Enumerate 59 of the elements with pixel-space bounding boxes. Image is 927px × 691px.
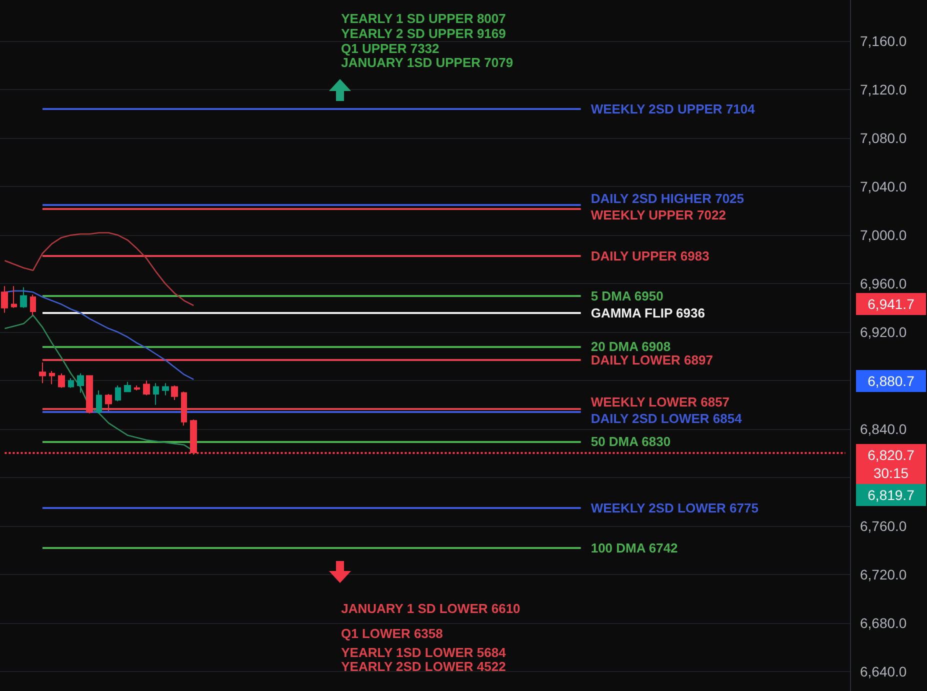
y-tick-label: 6,960.0 — [860, 276, 907, 292]
candlestick — [105, 393, 112, 412]
ref-line-label: WEEKLY 2SD UPPER 7104 — [590, 102, 756, 117]
annotation: Q1 UPPER 7332 — [340, 41, 440, 56]
candlestick — [96, 390, 102, 414]
text: 6,880.7 — [868, 373, 915, 389]
candlestick — [49, 370, 55, 385]
candlestick — [68, 378, 74, 388]
annotation: JANUARY 1 SD LOWER 6610 — [341, 601, 520, 616]
ref-line-label: DAILY LOWER 6897 — [590, 352, 713, 368]
candlestick — [181, 391, 187, 426]
candlestick — [143, 380, 150, 396]
ref-line-label: 20 DMA 6908 — [590, 339, 671, 354]
ref-line-label: 5 DMA 6950 — [590, 288, 664, 304]
annotation: YEARLY 1 SD UPPER 8007 — [341, 11, 506, 26]
y-tick-label: 7,000.0 — [860, 227, 907, 244]
ref-line-label: WEEKLY 2SD LOWER 6775 — [590, 500, 758, 516]
ref-line-label: 100 DMA 6742 — [590, 540, 678, 556]
candlestick — [77, 372, 84, 394]
line-series — [4, 290, 194, 380]
y-tick-label: 6,640.0 — [860, 664, 907, 680]
y-tick-label: 6,840.0 — [860, 421, 907, 438]
ref-line-label: DAILY UPPER 6983 — [590, 248, 710, 264]
candlestick — [58, 372, 65, 388]
candlestick — [134, 385, 140, 391]
candlestick — [20, 286, 27, 308]
ref-line-label: DAILY 2SD HIGHER 7025 — [590, 190, 744, 206]
ref-line-label: DAILY 2SD LOWER 6854 — [590, 411, 743, 426]
candlestick — [115, 385, 121, 402]
y-tick-label: 6,760.0 — [860, 518, 907, 534]
y-tick-label: 7,080.0 — [860, 130, 907, 146]
candlestick — [153, 382, 159, 406]
annotation: YEARLY 2SD LOWER 4522 — [341, 659, 506, 674]
candlestick — [171, 385, 178, 401]
ref-line-label: WEEKLY LOWER 6857 — [590, 394, 730, 410]
y-tick-label: 6,920.0 — [860, 324, 907, 340]
y-tick-label: 7,120.0 — [860, 82, 907, 98]
candlestick — [86, 375, 93, 414]
line-series — [4, 232, 194, 306]
text: 6,941.7 — [868, 296, 915, 312]
candlestick — [1, 286, 8, 314]
ref-line-label: 50 DMA 6830 — [590, 434, 671, 449]
candlestick — [30, 294, 36, 316]
y-tick-label: 6,680.0 — [860, 615, 907, 632]
text: 6,819.7 — [868, 487, 915, 503]
y-tick-label: 6,720.0 — [860, 566, 907, 583]
candlestick — [124, 381, 131, 392]
candlestick — [162, 382, 169, 396]
text: 6,820.7 30:15 — [868, 447, 915, 481]
candlestick — [11, 286, 17, 308]
annotation: YEARLY 2 SD UPPER 9169 — [341, 26, 506, 41]
ref-line-label: GAMMA FLIP 6936 — [590, 305, 705, 320]
annotation: YEARLY 1SD LOWER 5684 — [341, 645, 507, 660]
y-tick-label: 7,040.0 — [860, 178, 907, 195]
candlestick — [39, 362, 46, 384]
annotation: JANUARY 1SD UPPER 7079 — [341, 55, 514, 70]
annotation: Q1 LOWER 6358 — [340, 626, 443, 641]
y-tick-label: 7,160.0 — [860, 33, 907, 50]
ref-line-label: WEEKLY UPPER 7022 — [590, 208, 726, 223]
